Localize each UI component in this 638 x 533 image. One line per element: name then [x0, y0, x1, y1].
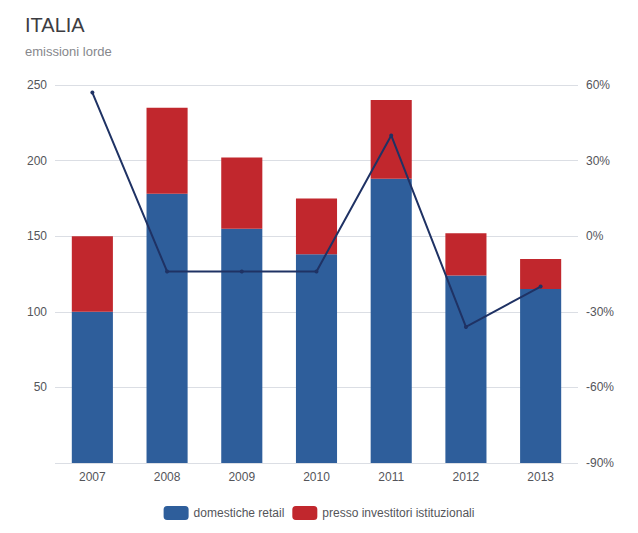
svg-text:2010: 2010: [303, 470, 330, 484]
svg-text:domestiche retail: domestiche retail: [194, 506, 285, 520]
svg-text:30%: 30%: [586, 154, 610, 168]
svg-text:2007: 2007: [79, 470, 106, 484]
svg-text:60%: 60%: [586, 78, 610, 92]
svg-text:-90%: -90%: [586, 456, 614, 470]
svg-text:presso investitori istituziona: presso investitori istituzionali: [322, 506, 474, 520]
svg-text:200: 200: [27, 154, 47, 168]
svg-text:100: 100: [27, 305, 47, 319]
svg-text:0%: 0%: [586, 229, 604, 243]
svg-text:150: 150: [27, 229, 47, 243]
svg-text:2012: 2012: [453, 470, 480, 484]
svg-text:2008: 2008: [154, 470, 181, 484]
svg-text:50: 50: [34, 380, 48, 394]
svg-text:emissioni lorde: emissioni lorde: [25, 44, 112, 59]
svg-text:2011: 2011: [378, 470, 404, 484]
svg-text:-60%: -60%: [586, 380, 614, 394]
svg-text:2013: 2013: [527, 470, 554, 484]
svg-text:-30%: -30%: [586, 305, 614, 319]
svg-text:2009: 2009: [228, 470, 255, 484]
svg-text:ITALIA: ITALIA: [25, 14, 85, 36]
svg-text:250: 250: [27, 78, 47, 92]
